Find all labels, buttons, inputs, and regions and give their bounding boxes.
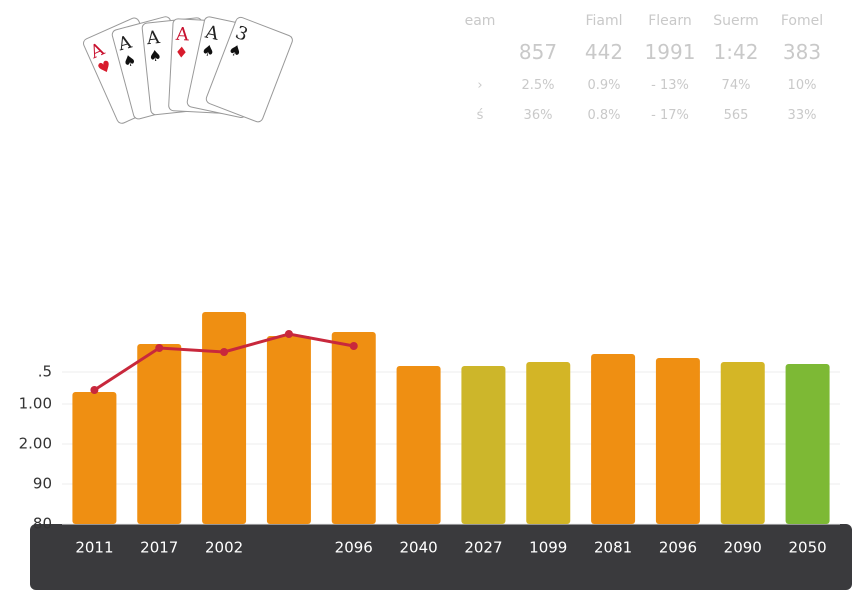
x-tick-label: 2096: [335, 539, 373, 557]
x-tick-label: 2027: [464, 539, 502, 557]
bar: [202, 312, 247, 524]
header-cell: Flearn: [648, 13, 692, 29]
y-tick-label: 80: [33, 515, 52, 533]
row-label: ś: [476, 107, 484, 123]
bar: [266, 336, 311, 524]
stat-value: 442: [584, 40, 624, 64]
cards-illustration: A♥A♠A♠A♦A♠3♠: [83, 16, 293, 124]
bar: [72, 392, 117, 524]
stat-value: 33%: [787, 107, 817, 123]
bar: [396, 366, 441, 524]
x-tick-label: 2011: [75, 539, 113, 557]
y-tick-label: 2.00: [19, 435, 52, 453]
y-tick-label: .5: [38, 363, 52, 381]
header-cell: [505, 8, 571, 34]
card-letter: A: [174, 24, 190, 46]
bar: [720, 362, 765, 524]
x-tick-label: 2040: [399, 539, 437, 557]
trend-point: [90, 386, 99, 394]
header-label: eam: [464, 13, 496, 29]
stat-value: - 17%: [651, 107, 689, 123]
bar: [591, 354, 636, 524]
stat-value: 857: [518, 40, 558, 64]
stat-value: 0.9%: [587, 77, 621, 93]
header-cell: Suerm: [713, 13, 759, 29]
card-suit: ♠: [148, 46, 163, 65]
y-tick-label: 1.00: [19, 395, 52, 413]
stat-value: - 13%: [651, 77, 689, 93]
header-cell: Fiaml: [585, 13, 623, 29]
row-label: ›: [477, 77, 483, 93]
card-suit: ♠: [226, 40, 245, 62]
trend-point: [349, 342, 358, 350]
stat-value: 0.8%: [587, 107, 621, 123]
trend-point: [284, 330, 293, 338]
bar: [331, 332, 376, 524]
stat-value: 10%: [787, 77, 817, 93]
trend-point: [155, 344, 164, 352]
card-letter: A: [202, 21, 221, 45]
stats-table: eam Fiaml Flearn Suerm Fomel 857 442 1991 1…: [455, 8, 835, 130]
stat-value: 1:42: [713, 40, 759, 64]
x-tick-label: 2050: [788, 539, 826, 557]
card-face: [205, 16, 293, 123]
trend-point: [220, 348, 229, 356]
stats-row: 857 442 1991 1:42 383: [455, 34, 835, 70]
stat-value: 1991: [644, 40, 696, 64]
header-cell: Fomel: [780, 13, 824, 29]
y-tick-label: 90: [33, 475, 52, 493]
bar: [526, 362, 571, 524]
bar: [785, 364, 830, 524]
stat-value: 2.5%: [521, 77, 555, 93]
x-tick-label: 2090: [724, 539, 762, 557]
stat-value: 383: [782, 40, 822, 64]
bar: [137, 344, 182, 524]
card-suit: ♠: [200, 41, 217, 61]
axis-band: [30, 524, 852, 590]
card-suit: ♠: [121, 51, 139, 72]
row-label: [455, 34, 505, 70]
card: 3♠: [205, 16, 293, 123]
card-suit: ♥: [95, 56, 115, 78]
card-letter: A: [115, 31, 135, 55]
x-tick-label: 2002: [205, 539, 243, 557]
bar: [461, 366, 506, 524]
stats-row: › 2.5% 0.9% - 13% 74% 10%: [455, 70, 835, 100]
stat-value: 36%: [523, 107, 553, 123]
bar: [655, 358, 700, 524]
stats-row: ś 36% 0.8% - 17% 565 33%: [455, 100, 835, 130]
card-suit: ♦: [174, 43, 188, 62]
card-letter: A: [145, 27, 162, 49]
stat-value: 565: [723, 107, 749, 123]
x-tick-label: 2096: [659, 539, 697, 557]
stat-value: 74%: [721, 77, 751, 93]
x-tick-label: 1099: [529, 539, 567, 557]
x-tick-label: 2017: [140, 539, 178, 557]
x-tick-label: 2081: [594, 539, 632, 557]
stats-header: eam Fiaml Flearn Suerm Fomel: [455, 8, 835, 34]
